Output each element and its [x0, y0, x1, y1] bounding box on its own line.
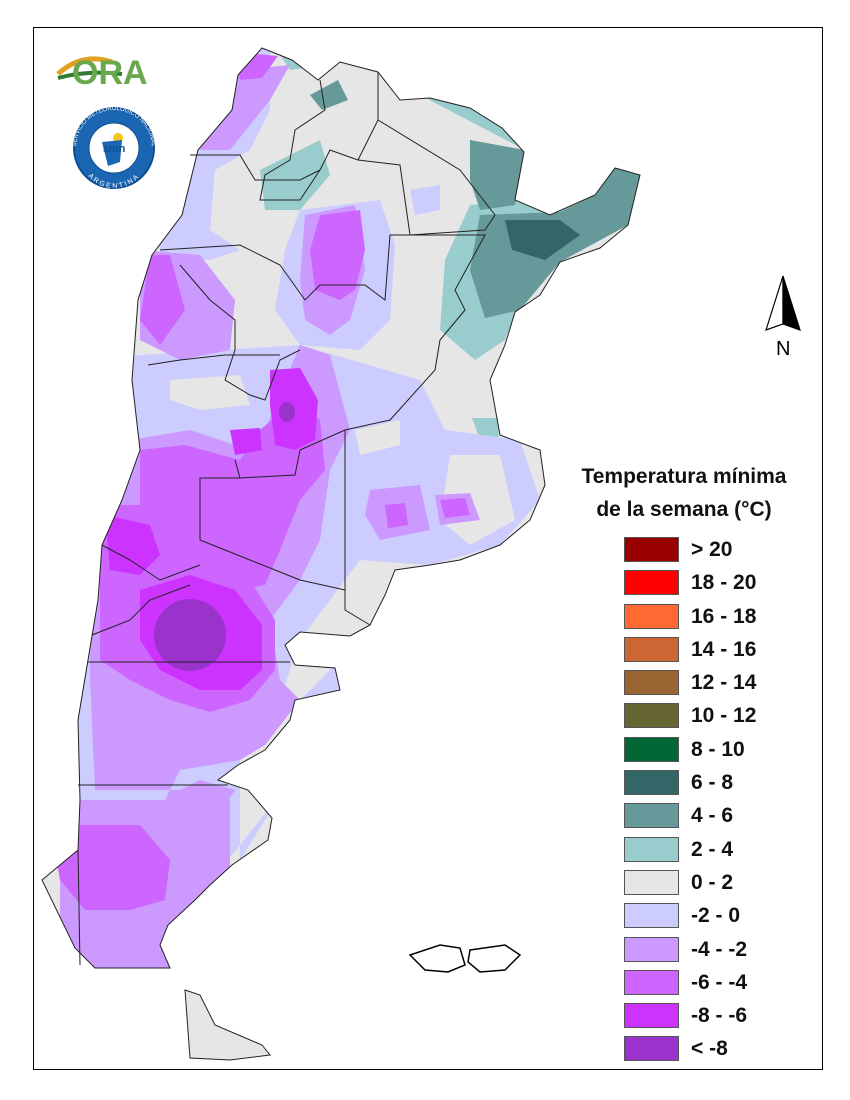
legend-swatch: [624, 570, 679, 596]
legend-label: 8 - 10: [691, 737, 745, 761]
legend-label: 12 - 14: [691, 671, 757, 695]
legend-swatch: [624, 736, 679, 762]
north-label: N: [776, 338, 791, 360]
smn-center-text: smn: [103, 143, 126, 155]
ora-logo: ORA: [56, 54, 148, 92]
legend-swatch: [624, 803, 679, 829]
legend-swatch: [624, 703, 679, 729]
legend-label: 10 - 12: [691, 704, 757, 728]
smn-logo: SERVICIO METEOROLÓGICO NACIONAL ARGENTIN…: [72, 105, 156, 190]
legend-swatch: [624, 603, 679, 629]
legend-swatch: [624, 903, 679, 929]
legend-label: 0 - 2: [691, 870, 734, 894]
legend-swatch: [624, 969, 679, 995]
legend-label: -8 - -6: [691, 1004, 748, 1028]
north-arrow-icon: [765, 275, 801, 331]
legend-label: 4 - 6: [691, 804, 734, 828]
malvinas-islands: [408, 944, 522, 973]
legend-swatch: [624, 636, 679, 662]
legend-label: 16 - 18: [691, 604, 757, 628]
legend-title: Temperatura mínima de la semana (°C): [581, 465, 787, 521]
legend-swatch: [624, 670, 679, 696]
legend-swatch: [624, 936, 679, 962]
legend-label: -2 - 0: [691, 904, 741, 928]
legend-swatch: [624, 770, 679, 796]
legend-label: -4 - -2: [691, 937, 748, 961]
legend-label: 14 - 16: [691, 637, 757, 661]
legend-label: 6 - 8: [691, 771, 734, 795]
legend-swatch: [624, 1036, 679, 1062]
legend-swatch: [624, 869, 679, 895]
legend-swatch: [624, 1003, 679, 1029]
legend-label: < -8: [691, 1037, 728, 1061]
province-boundaries: [41, 47, 641, 1061]
legend: Temperatura mínima de la semana (°C) > 2…: [548, 460, 820, 1062]
ora-logo-text: ORA: [72, 54, 148, 92]
legend-label: 2 - 4: [691, 837, 734, 861]
legend-label: -6 - -4: [691, 970, 748, 994]
legend-label: > 20: [691, 538, 733, 561]
legend-label: 18 - 20: [691, 571, 757, 595]
legend-swatch: [624, 836, 679, 862]
legend-swatch: [624, 537, 679, 562]
